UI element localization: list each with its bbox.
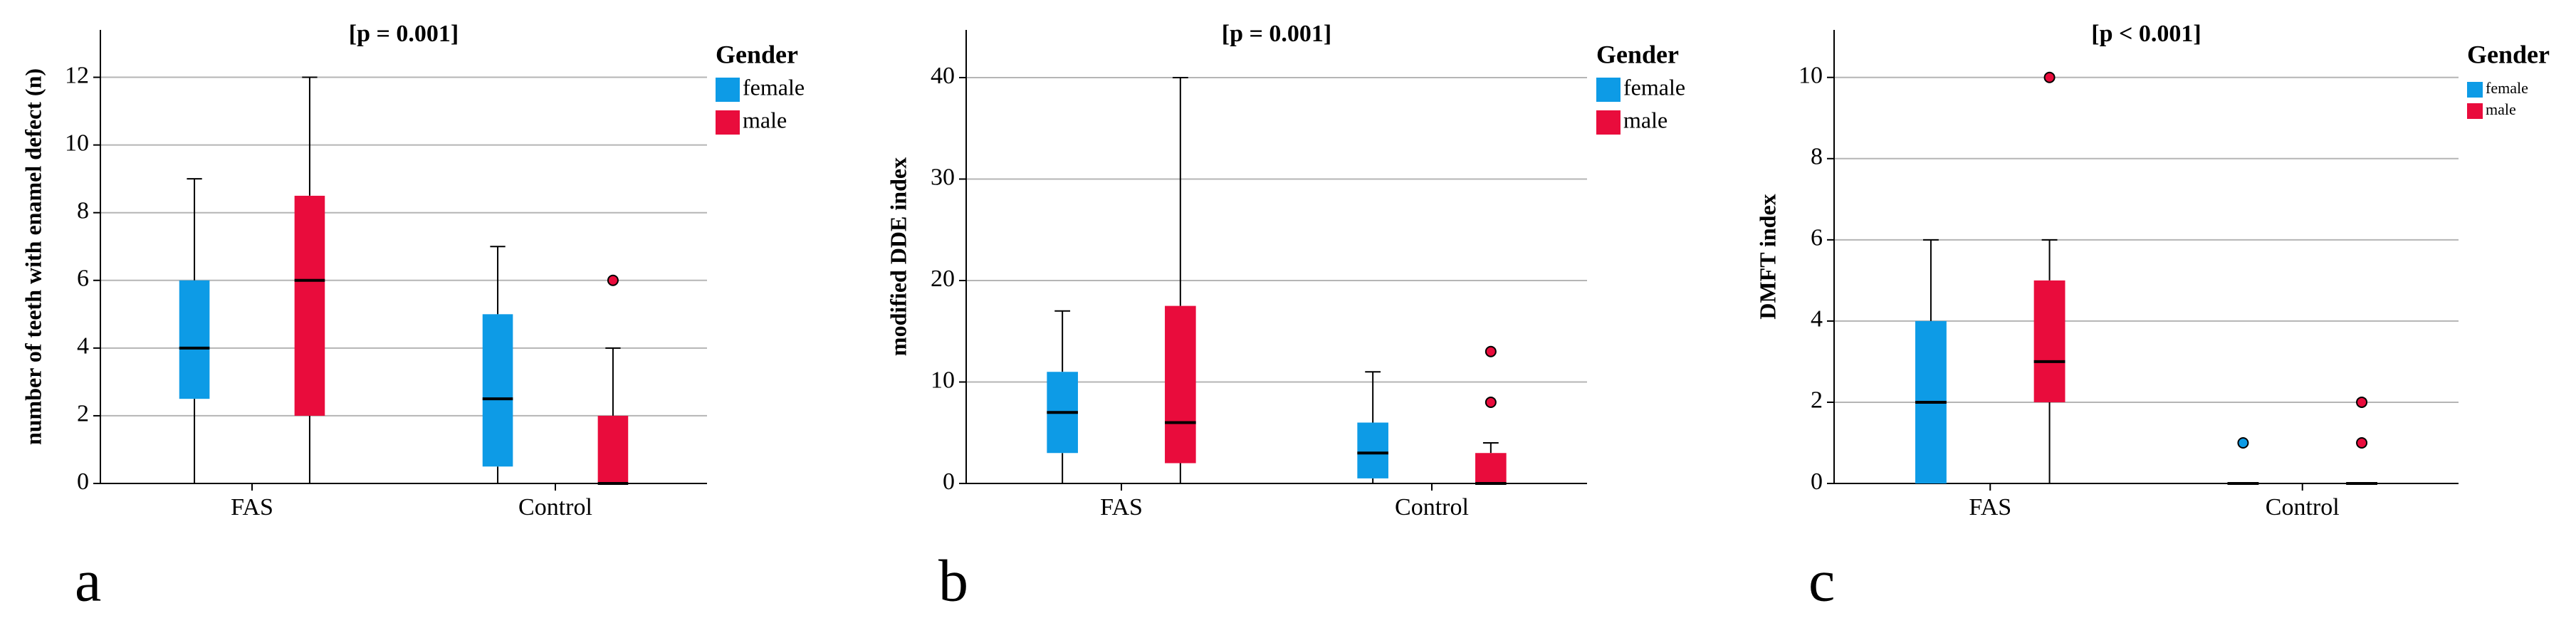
y-axis-label: DMFT index xyxy=(1754,194,1780,319)
chart-title: [p = 0.001] xyxy=(349,21,459,47)
x-tick-label: FAS xyxy=(231,494,273,520)
legend-label: female xyxy=(1623,74,1685,100)
y-tick-label: 8 xyxy=(77,197,89,224)
y-tick-label: 10 xyxy=(1799,63,1823,89)
legend-swatch xyxy=(716,110,740,135)
y-tick-label: 4 xyxy=(77,333,89,360)
x-tick-label: FAS xyxy=(1969,494,2011,520)
y-axis-label: number of teeth with enamel defect (n) xyxy=(20,68,46,445)
y-tick-label: 12 xyxy=(65,62,89,88)
y-tick-label: 2 xyxy=(77,401,89,427)
box xyxy=(1165,305,1196,464)
legend-title: Gender xyxy=(2467,40,2550,68)
legend-label: male xyxy=(2486,100,2516,118)
legend-label: male xyxy=(1623,107,1667,132)
x-tick-label: FAS xyxy=(1100,494,1143,520)
outlier xyxy=(2043,71,2056,83)
legend-swatch xyxy=(1596,110,1621,135)
legend-title: Gender xyxy=(716,40,798,68)
legend-swatch xyxy=(2467,103,2483,119)
y-tick-label: 10 xyxy=(931,367,955,393)
box xyxy=(482,314,513,467)
outlier xyxy=(607,274,619,286)
y-tick-label: 6 xyxy=(77,266,89,292)
outlier xyxy=(1485,345,1497,357)
legend-swatch xyxy=(1596,78,1621,102)
chart-title: [p < 0.001] xyxy=(2091,21,2201,47)
legend-swatch xyxy=(716,78,740,102)
y-tick-label: 2 xyxy=(1811,387,1823,414)
y-tick-label: 0 xyxy=(1811,469,1823,495)
legend-label: female xyxy=(743,74,805,100)
y-tick-label: 6 xyxy=(1811,225,1823,251)
outlier xyxy=(2356,396,2368,408)
legend-title: Gender xyxy=(1596,40,1679,68)
x-tick-label: Control xyxy=(1395,494,1469,520)
box xyxy=(1357,422,1388,478)
y-tick-label: 40 xyxy=(931,63,955,89)
y-tick-label: 0 xyxy=(77,469,89,495)
legend-swatch xyxy=(2467,82,2483,98)
y-tick-label: 4 xyxy=(1811,306,1823,333)
y-tick-label: 10 xyxy=(65,130,89,156)
box xyxy=(294,195,325,416)
legend-label: female xyxy=(2486,79,2528,97)
box xyxy=(597,415,629,483)
y-tick-label: 0 xyxy=(943,469,955,495)
box xyxy=(1475,453,1507,483)
panel-label: c xyxy=(1808,548,1835,614)
legend-label: male xyxy=(743,107,787,132)
panel-label: b xyxy=(938,548,968,614)
outlier xyxy=(1485,396,1497,408)
x-tick-label: Control xyxy=(2266,494,2340,520)
panel-label: a xyxy=(75,548,101,614)
outlier xyxy=(2356,436,2368,449)
y-tick-label: 20 xyxy=(931,266,955,292)
outlier xyxy=(2237,436,2249,449)
x-tick-label: Control xyxy=(518,494,592,520)
y-axis-label: modified DDE index xyxy=(885,157,911,356)
chart-title: [p = 0.001] xyxy=(1222,21,1331,47)
box xyxy=(179,280,210,399)
y-tick-label: 30 xyxy=(931,164,955,190)
box xyxy=(2033,280,2065,402)
y-tick-label: 8 xyxy=(1811,144,1823,170)
